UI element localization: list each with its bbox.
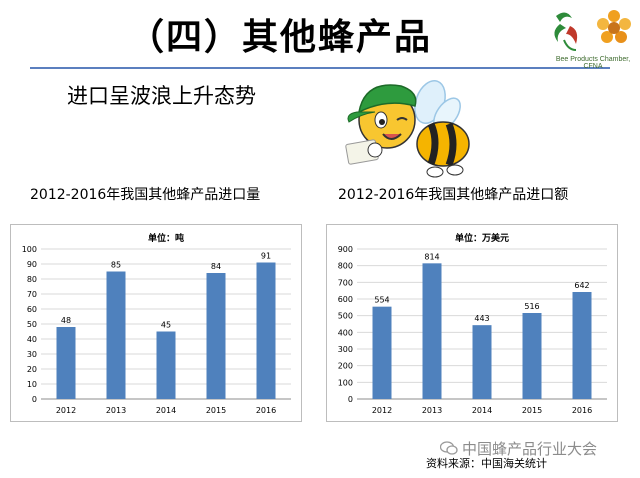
- chart-title-value: 2012-2016年我国其他蜂产品进口额: [338, 187, 569, 203]
- bee-mascot-illustration: [335, 72, 485, 182]
- y-tick-label: 200: [338, 362, 353, 371]
- data-label: 516: [524, 302, 539, 311]
- data-label: 91: [261, 252, 271, 261]
- x-tick-label: 2014: [472, 406, 492, 415]
- y-tick-label: 80: [27, 275, 37, 284]
- data-label: 84: [211, 262, 221, 271]
- bee-mascot-icon: [345, 80, 470, 178]
- y-tick-label: 100: [22, 245, 37, 254]
- x-tick-label: 2014: [156, 406, 176, 415]
- y-tick-label: 500: [338, 312, 353, 321]
- bar-2012: [372, 306, 392, 399]
- y-tick-label: 700: [338, 278, 353, 287]
- y-tick-label: 0: [32, 395, 37, 404]
- y-tick-label: 40: [27, 335, 37, 344]
- data-source-note: 资料来源：中国海关统计: [426, 457, 547, 470]
- chart-value-svg: 单位：万美元 0 100 200 300 400 500 600 700 800 900 554 201…: [338, 232, 607, 415]
- data-label: 443: [474, 314, 489, 323]
- bar-2015: [522, 313, 542, 399]
- y-tick-label: 900: [338, 245, 353, 254]
- data-label: 85: [111, 261, 121, 270]
- chart-volume-svg: 单位：吨 0 10 20 30 40 50 60 70 80 90 100 48 2012 85 2013 45…: [22, 232, 291, 415]
- y-tick-label: 20: [27, 365, 37, 374]
- y-tick-label: 90: [27, 260, 37, 269]
- y-tick-label: 0: [348, 395, 353, 404]
- x-tick-label: 2013: [106, 406, 126, 415]
- bar-2012: [56, 327, 76, 399]
- data-label: 642: [574, 281, 589, 290]
- x-tick-label: 2013: [422, 406, 442, 415]
- y-tick-label: 30: [27, 350, 37, 359]
- slide-title: （四）其他蜂产品: [127, 17, 432, 58]
- wechat-icon: [440, 441, 458, 455]
- bar-2014: [156, 331, 176, 399]
- chart-unit-label: 单位：吨: [148, 232, 184, 244]
- bar-2015: [206, 273, 226, 399]
- y-tick-label: 10: [27, 380, 37, 389]
- bar-2016: [572, 292, 592, 399]
- chart-unit-label: 单位：万美元: [455, 232, 509, 244]
- x-tick-label: 2012: [372, 406, 392, 415]
- y-tick-label: 100: [338, 378, 353, 387]
- y-tick-label: 400: [338, 328, 353, 337]
- data-label: 554: [374, 296, 389, 305]
- y-tick-label: 600: [338, 295, 353, 304]
- watermark-text: 中国蜂产品行业大会: [462, 440, 598, 458]
- y-tick-label: 300: [338, 345, 353, 354]
- bar-2014: [472, 325, 492, 399]
- y-tick-label: 800: [338, 262, 353, 271]
- x-tick-label: 2016: [256, 406, 276, 415]
- data-label: 48: [61, 316, 71, 325]
- x-tick-label: 2015: [206, 406, 226, 415]
- bar-2013: [106, 271, 126, 399]
- y-tick-label: 50: [27, 320, 37, 329]
- x-tick-label: 2016: [572, 406, 592, 415]
- logo-caption: Bee Products Chamber, CFNA: [555, 56, 631, 70]
- bee-chamber-logo-icon: [554, 10, 631, 51]
- chart-value: 单位：万美元 0 100 200 300 400 500 600 700 800 900 554 201…: [326, 224, 618, 422]
- x-tick-label: 2015: [522, 406, 542, 415]
- chamber-logo: Bee Products Chamber, CFNA: [546, 6, 640, 70]
- x-tick-label: 2012: [56, 406, 76, 415]
- slide-subtitle: 进口呈波浪上升态势: [67, 84, 256, 108]
- data-label: 45: [161, 321, 171, 330]
- data-label: 814: [424, 252, 439, 261]
- chart-volume: 单位：吨 0 10 20 30 40 50 60 70 80 90 100 48 2012 85 2013 45…: [10, 224, 302, 422]
- y-tick-label: 60: [27, 305, 37, 314]
- bar-2016: [256, 262, 276, 399]
- bar-2013: [422, 263, 442, 399]
- chart-title-volume: 2012-2016年我国其他蜂产品进口量: [30, 187, 261, 203]
- title-divider: [30, 67, 610, 69]
- y-tick-label: 70: [27, 290, 37, 299]
